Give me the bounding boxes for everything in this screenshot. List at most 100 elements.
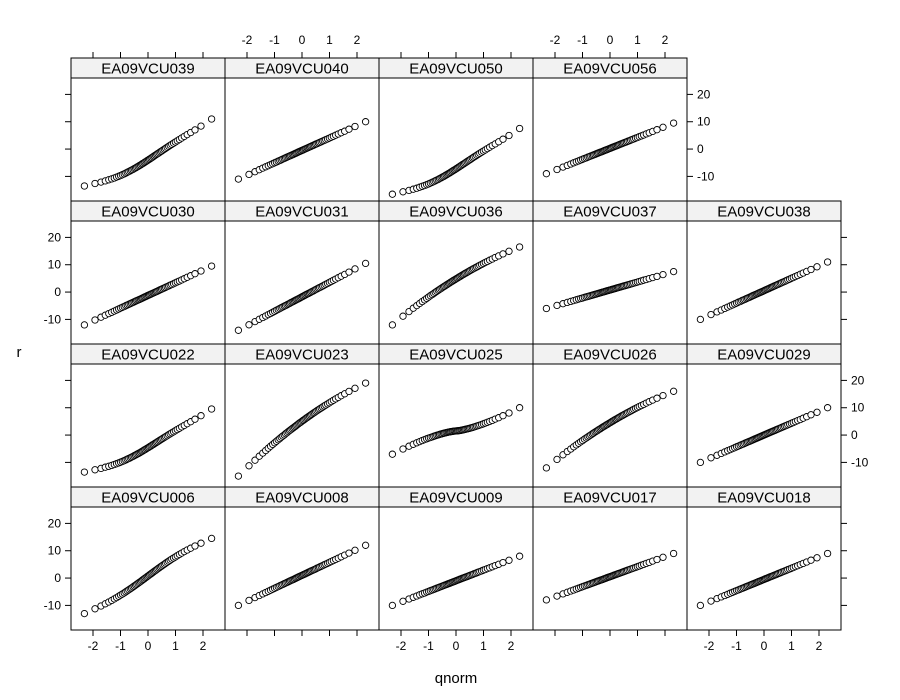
panel-frame xyxy=(686,363,842,488)
data-point xyxy=(807,411,815,419)
panel-strip-label: EA09VCU038 xyxy=(717,204,810,221)
panel-frame xyxy=(532,220,688,345)
panel-strip-label: EA09VCU029 xyxy=(717,347,810,364)
tick-label: -2 xyxy=(88,639,99,653)
panel-strip-label: EA09VCU040 xyxy=(255,61,348,78)
tick-label: 0 xyxy=(54,571,61,585)
data-point xyxy=(707,597,715,605)
data-point xyxy=(653,394,661,402)
data-point xyxy=(823,404,832,412)
data-point xyxy=(197,412,205,420)
data-point xyxy=(399,597,407,605)
data-point xyxy=(542,304,551,313)
tick-label: -10 xyxy=(44,312,62,326)
panel-strip-label: EA09VCU006 xyxy=(101,490,194,507)
panel-strip-label: EA09VCU039 xyxy=(101,61,194,78)
data-point xyxy=(91,466,99,474)
data-point xyxy=(388,190,397,198)
data-point xyxy=(669,119,678,127)
panel-frame xyxy=(686,506,842,631)
data-point xyxy=(542,596,551,604)
y-axis-title: r xyxy=(17,344,22,361)
data-point xyxy=(659,553,667,561)
panel-EA09VCU030: EA09VCU030 xyxy=(70,200,226,345)
data-point xyxy=(659,123,667,131)
tick-label: -10 xyxy=(697,169,715,183)
panel-strip-label: EA09VCU036 xyxy=(409,204,502,221)
data-point xyxy=(191,415,199,423)
data-point xyxy=(80,321,89,329)
data-point xyxy=(515,124,524,133)
data-point xyxy=(499,250,507,258)
data-point xyxy=(361,541,370,549)
data-point xyxy=(191,270,199,278)
panel-strip-label: EA09VCU009 xyxy=(409,490,502,507)
data-point xyxy=(669,387,678,395)
panel-strip-label: EA09VCU030 xyxy=(101,204,194,221)
data-point xyxy=(80,609,89,618)
data-point xyxy=(696,601,705,610)
data-point xyxy=(399,188,407,196)
data-point xyxy=(553,301,561,310)
panel-strip-label: EA09VCU023 xyxy=(255,347,348,364)
panel-EA09VCU037: EA09VCU037 xyxy=(532,200,688,345)
tick-label: 10 xyxy=(851,401,865,415)
data-point xyxy=(234,601,243,610)
data-point xyxy=(351,546,359,554)
tick-label: -1 xyxy=(115,639,126,653)
tick-label: 10 xyxy=(48,544,62,558)
data-point xyxy=(553,592,561,600)
data-point xyxy=(245,170,253,179)
data-point xyxy=(345,387,353,396)
data-point xyxy=(669,549,678,558)
panel-EA09VCU026: EA09VCU026 xyxy=(532,343,688,488)
data-point xyxy=(669,267,678,276)
data-point xyxy=(807,556,815,564)
data-point xyxy=(191,126,199,134)
data-point xyxy=(707,454,715,462)
tick-label: 0 xyxy=(145,639,152,653)
data-point xyxy=(197,539,205,547)
tick-label: 20 xyxy=(697,87,711,101)
data-point xyxy=(505,247,513,255)
panel-strip-label: EA09VCU037 xyxy=(563,204,656,221)
data-point xyxy=(361,118,370,126)
panel-frame xyxy=(532,77,688,202)
panel-frame xyxy=(70,220,226,345)
data-point xyxy=(653,126,661,134)
data-point xyxy=(399,312,407,320)
panel-frame xyxy=(224,77,380,202)
data-point xyxy=(515,243,524,251)
panel-frame xyxy=(378,506,534,631)
data-point xyxy=(388,601,397,610)
data-point xyxy=(361,379,370,387)
data-point xyxy=(80,468,89,476)
data-point xyxy=(542,464,551,472)
panel-strip-label: EA09VCU026 xyxy=(563,347,656,364)
tick-label: -2 xyxy=(396,639,407,653)
data-point xyxy=(499,135,507,143)
tick-label: 0 xyxy=(453,639,460,653)
tick-label: 2 xyxy=(354,33,361,47)
tick-label: -1 xyxy=(269,33,280,47)
data-point xyxy=(351,265,359,273)
data-point xyxy=(91,179,99,188)
tick-label: 0 xyxy=(607,33,614,47)
data-point xyxy=(515,404,524,412)
panel-EA09VCU031: EA09VCU031 xyxy=(224,200,380,345)
panel-EA09VCU029: EA09VCU029 xyxy=(686,343,842,488)
data-point xyxy=(80,182,89,190)
tick-label: 0 xyxy=(299,33,306,47)
data-point xyxy=(505,131,513,140)
panel-EA09VCU040: EA09VCU040 xyxy=(224,57,380,202)
tick-label: 0 xyxy=(697,142,704,156)
data-point xyxy=(823,549,832,558)
data-point xyxy=(696,315,705,324)
panel-EA09VCU025: EA09VCU025 xyxy=(378,343,534,488)
data-point xyxy=(813,263,821,271)
data-point xyxy=(207,115,216,123)
panel-strip-label: EA09VCU017 xyxy=(563,490,656,507)
tick-label: 20 xyxy=(851,373,865,387)
data-point xyxy=(207,405,216,413)
panel-EA09VCU018: EA09VCU018 xyxy=(686,486,842,631)
